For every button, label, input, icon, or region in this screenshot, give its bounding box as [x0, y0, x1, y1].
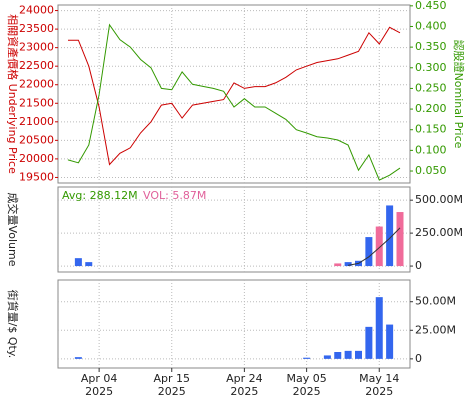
y-axis-label: 街貨量/$ Qty.: [6, 290, 20, 359]
x-tick-label: May 14 2025: [359, 372, 400, 398]
bar: [334, 263, 342, 267]
bar: [396, 212, 404, 267]
y-tick-label: 500.00M: [415, 193, 463, 206]
bar: [334, 352, 342, 359]
bar: [375, 297, 383, 359]
y2-axis-label: 認股證Nominal Price: [452, 40, 466, 149]
bar: [386, 324, 394, 359]
y-tick-label: 23000: [19, 41, 54, 54]
y-tick-label: 23500: [19, 22, 54, 35]
x-tick-label: Apr 15 2025: [153, 372, 191, 398]
plot-frame: [57, 4, 411, 184]
y2-tick-label: 0.150: [415, 123, 447, 136]
bar: [344, 262, 352, 267]
x-tick-label: Apr 24 2025: [226, 372, 263, 398]
y2-tick-label: 0.050: [415, 164, 447, 177]
bar: [386, 205, 394, 267]
y2-tick-label: 0.400: [415, 19, 447, 32]
y-tick-label: 0: [415, 352, 422, 365]
line: [67, 23, 401, 181]
y2-tick-label: 0.250: [415, 81, 447, 94]
y2-tick-label: 0.300: [415, 61, 447, 74]
line: [348, 227, 401, 266]
y-tick-label: 21500: [19, 96, 54, 109]
y2-tick-label: 0.450: [415, 0, 447, 12]
bar: [85, 262, 93, 267]
bar: [74, 258, 82, 267]
line: [68, 26, 401, 166]
annotation: Avg: 288.12M: [62, 189, 138, 202]
bar: [303, 357, 311, 359]
y-tick-label: 22500: [19, 59, 54, 72]
x-tick-label: May 05 2025: [286, 372, 327, 398]
y-axis-label: 相關資產價格 Underlying Price: [6, 14, 20, 174]
bar: [375, 226, 383, 267]
y-tick-label: 21000: [19, 115, 54, 128]
bar: [355, 350, 362, 359]
bar: [365, 326, 373, 359]
y-tick-label: 20000: [19, 152, 54, 165]
y2-tick-label: 0.200: [415, 102, 447, 115]
bar: [344, 350, 352, 359]
y2-tick-label: 0.100: [415, 143, 447, 156]
bar: [365, 237, 373, 267]
y-tick-label: 19500: [19, 170, 54, 183]
annotation: VOL: 5.87M: [143, 189, 206, 202]
plot-frame: [57, 279, 411, 369]
plot-frame: [57, 186, 411, 273]
y-axis-label: 成交量Volume: [6, 193, 20, 267]
y-tick-label: 50.00M: [415, 295, 456, 308]
y-tick-label: 250.00M: [415, 226, 463, 239]
bar: [323, 355, 331, 359]
y-tick-label: 0: [415, 259, 422, 272]
y-tick-label: 24000: [19, 4, 54, 17]
y-tick-label: 25.00M: [415, 323, 456, 336]
y2-tick-label: 0.350: [415, 40, 447, 53]
x-tick-label: Apr 04 2025: [80, 372, 118, 398]
bar: [74, 357, 82, 359]
y-tick-label: 20500: [19, 133, 54, 146]
y-tick-label: 22000: [19, 78, 54, 91]
